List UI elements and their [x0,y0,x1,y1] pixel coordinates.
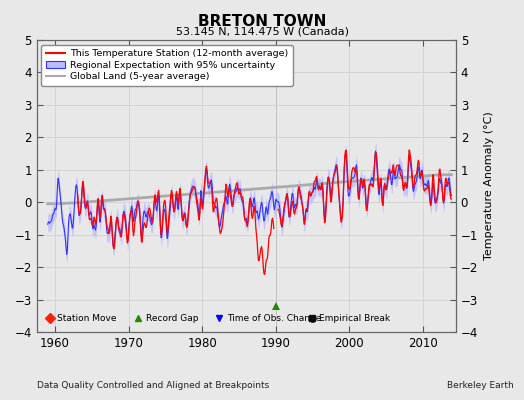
Y-axis label: Temperature Anomaly (°C): Temperature Anomaly (°C) [484,112,494,260]
Text: Data Quality Controlled and Aligned at Breakpoints: Data Quality Controlled and Aligned at B… [37,381,269,390]
Legend: This Temperature Station (12-month average), Regional Expectation with 95% uncer: This Temperature Station (12-month avera… [41,45,293,86]
Text: BRETON TOWN: BRETON TOWN [198,14,326,29]
Text: Berkeley Earth: Berkeley Earth [447,381,514,390]
Text: 53.145 N, 114.475 W (Canada): 53.145 N, 114.475 W (Canada) [176,26,348,36]
